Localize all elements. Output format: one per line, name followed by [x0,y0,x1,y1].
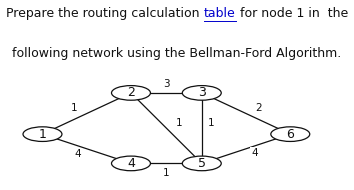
Circle shape [112,156,150,171]
Text: Prepare the routing calculation: Prepare the routing calculation [6,7,204,20]
Text: for node 1 in  the: for node 1 in the [235,7,348,20]
Text: 4: 4 [127,157,135,170]
Text: 1: 1 [163,168,170,178]
Circle shape [112,86,150,100]
Text: 1: 1 [39,128,46,141]
Circle shape [182,86,221,100]
Text: 3: 3 [198,86,206,99]
Text: 2: 2 [255,103,262,112]
Text: 2: 2 [127,86,135,99]
Circle shape [271,127,310,141]
Text: 4: 4 [252,148,258,158]
Text: 5: 5 [198,157,206,170]
Text: 3: 3 [163,79,170,89]
Text: 6: 6 [286,128,294,141]
Text: following network using the Bellman-Ford Algorithm.: following network using the Bellman-Ford… [12,48,342,60]
Text: 1: 1 [176,119,182,128]
Text: 4: 4 [75,149,81,159]
Text: 1: 1 [207,119,214,128]
Text: 1: 1 [71,103,78,112]
Circle shape [23,127,62,141]
Circle shape [182,156,221,171]
Text: table: table [204,7,235,20]
